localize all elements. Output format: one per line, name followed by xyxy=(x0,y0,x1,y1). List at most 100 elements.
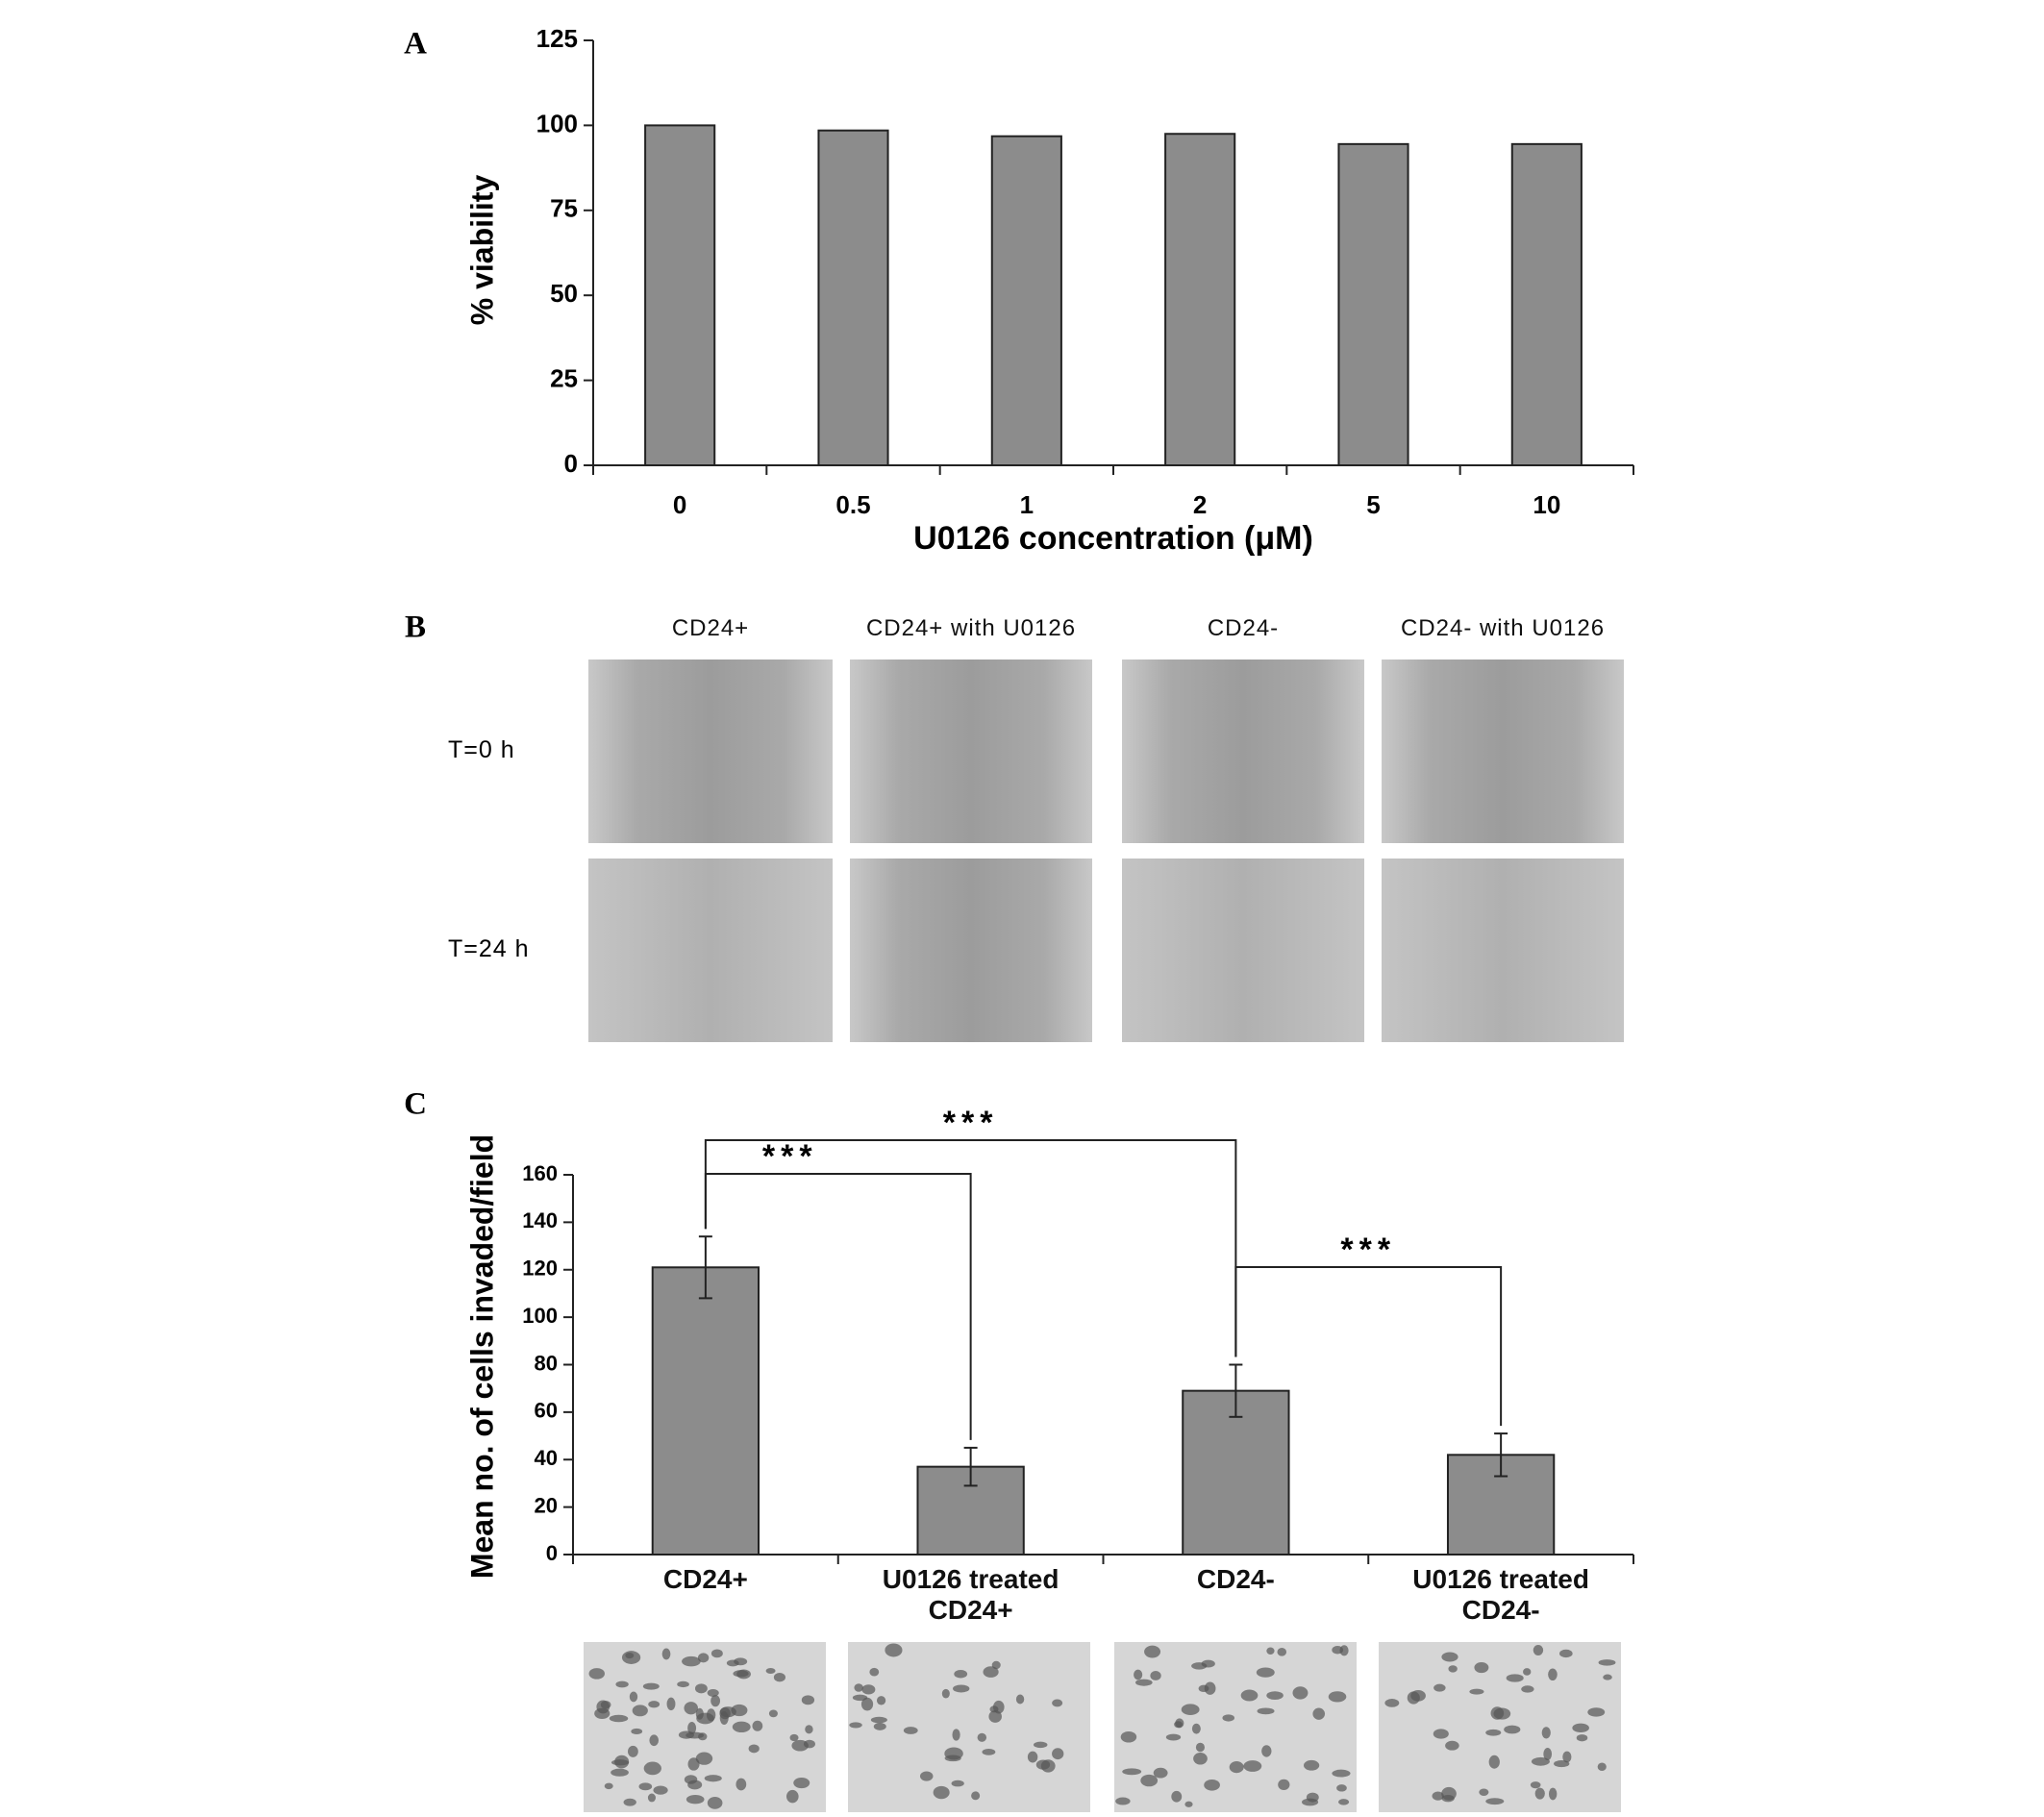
cell xyxy=(1530,1781,1541,1789)
cell xyxy=(704,1775,722,1782)
x-tick-label: CD24- xyxy=(1196,1564,1275,1594)
cell xyxy=(647,1793,656,1803)
cell xyxy=(1174,1721,1183,1729)
y-tick-label: 25 xyxy=(550,363,578,392)
y-tick-label: 160 xyxy=(522,1161,558,1185)
cell xyxy=(789,1733,799,1742)
cell xyxy=(735,1778,747,1791)
y-tick-label: 100 xyxy=(536,109,578,137)
cell xyxy=(1229,1761,1244,1774)
cell xyxy=(1541,1727,1551,1739)
micrograph xyxy=(1382,859,1624,1042)
cell xyxy=(1198,1684,1209,1693)
cell xyxy=(951,1780,964,1787)
cell xyxy=(1266,1647,1275,1655)
cell xyxy=(953,1684,970,1693)
micrograph xyxy=(1122,859,1364,1042)
cell xyxy=(719,1711,729,1725)
x-tick-label: 0 xyxy=(673,490,686,519)
cell xyxy=(1441,1652,1458,1662)
cell xyxy=(861,1684,876,1695)
cell xyxy=(611,1768,629,1777)
bar xyxy=(644,124,716,466)
cell xyxy=(661,1648,671,1660)
cell xyxy=(1144,1645,1161,1658)
cell xyxy=(1115,1797,1131,1805)
cell xyxy=(1191,1662,1208,1670)
cell xyxy=(1490,1706,1505,1720)
cell xyxy=(803,1739,815,1749)
cell xyxy=(983,1666,999,1678)
cell xyxy=(684,1702,698,1715)
cell xyxy=(1597,1762,1607,1772)
cell xyxy=(682,1655,701,1667)
cell xyxy=(1504,1725,1521,1734)
cell xyxy=(944,1755,961,1762)
cell xyxy=(773,1673,785,1682)
cell xyxy=(768,1709,778,1718)
cell xyxy=(1441,1794,1455,1803)
cell xyxy=(1306,1792,1319,1803)
y-tick-label: 60 xyxy=(535,1399,558,1423)
cell xyxy=(885,1643,903,1657)
cell xyxy=(988,1710,1002,1723)
cell xyxy=(919,1771,934,1781)
bar xyxy=(817,129,889,466)
cell xyxy=(941,1688,950,1699)
cell xyxy=(1040,1759,1056,1773)
cell xyxy=(1135,1679,1153,1686)
y-axis-label: Mean no. of cells invaded/field xyxy=(464,1134,499,1579)
cell xyxy=(1485,1798,1505,1805)
cell xyxy=(685,1731,705,1739)
cell xyxy=(1303,1759,1320,1771)
column-header: CD24+ with U0126 xyxy=(865,615,1077,641)
cell xyxy=(1336,1784,1347,1792)
cell xyxy=(1531,1756,1550,1766)
y-tick-label: 40 xyxy=(535,1446,558,1470)
cell xyxy=(1554,1760,1570,1768)
cell xyxy=(1488,1755,1500,1769)
cell xyxy=(860,1697,874,1711)
micrograph xyxy=(584,1642,826,1812)
cell xyxy=(1184,1801,1193,1807)
micrograph xyxy=(850,859,1092,1042)
significance-bracket xyxy=(704,1173,972,1440)
cell xyxy=(805,1725,813,1734)
cell xyxy=(1562,1751,1572,1763)
cell xyxy=(1191,1723,1201,1734)
cell xyxy=(1181,1704,1200,1715)
bar xyxy=(1510,142,1583,467)
cell xyxy=(1256,1667,1275,1678)
bar xyxy=(651,1266,760,1556)
cell xyxy=(952,1729,960,1741)
cell xyxy=(609,1714,629,1723)
cell xyxy=(1338,1799,1350,1805)
cell xyxy=(1052,1748,1064,1760)
cell xyxy=(1587,1707,1606,1717)
y-tick-label: 140 xyxy=(522,1208,558,1232)
cell xyxy=(1122,1768,1142,1776)
cell xyxy=(1598,1659,1616,1666)
cell xyxy=(1548,1668,1558,1681)
cell xyxy=(748,1744,760,1754)
y-tick-label: 0 xyxy=(564,449,578,478)
cell xyxy=(1312,1707,1326,1720)
cell xyxy=(765,1667,776,1675)
cell xyxy=(687,1780,703,1790)
cell xyxy=(1332,1769,1351,1778)
cell xyxy=(1165,1733,1182,1741)
cell xyxy=(1222,1714,1235,1722)
cell xyxy=(1257,1707,1275,1715)
cell xyxy=(733,1670,749,1678)
y-axis-label: % viability xyxy=(464,175,499,326)
cell xyxy=(623,1798,636,1806)
x-tick-label: 1 xyxy=(1020,490,1034,519)
cell xyxy=(596,1700,611,1714)
cell xyxy=(954,1669,968,1679)
cell xyxy=(933,1785,950,1800)
cell xyxy=(876,1696,886,1705)
cell xyxy=(1140,1774,1159,1787)
cell xyxy=(1193,1753,1208,1765)
cell xyxy=(1204,1681,1216,1695)
